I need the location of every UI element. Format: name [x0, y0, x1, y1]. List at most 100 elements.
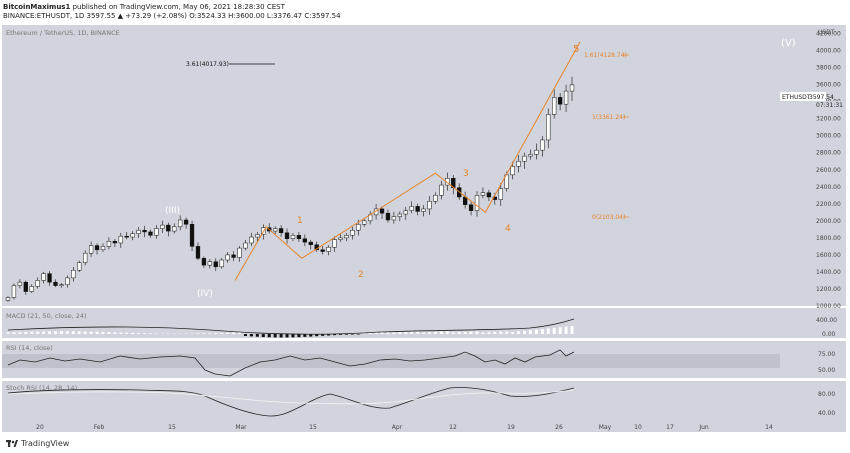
publish-header: BitcoinMaximus1 published on TradingView…	[3, 3, 285, 11]
wave-label-V: (V)	[781, 38, 796, 49]
macd-bar	[410, 331, 414, 334]
candle-body	[130, 233, 135, 238]
candle-body	[255, 234, 260, 238]
candle-body	[433, 195, 438, 202]
macd-bar	[404, 331, 408, 334]
macd-bar	[232, 332, 236, 334]
tradingview-brand[interactable]: TradingView	[6, 439, 69, 448]
candle-body	[100, 246, 106, 251]
macd-bar	[261, 334, 265, 338]
macd-bar	[487, 332, 491, 334]
macd-bar	[30, 331, 34, 334]
fib-level-0: 0(2103.04)	[592, 214, 625, 221]
candle-body	[498, 188, 503, 200]
macd-bar	[208, 333, 212, 334]
price-tick-label: 1200.00	[816, 286, 841, 293]
tradingview-logo-icon	[6, 439, 18, 448]
macd-bar	[137, 333, 141, 334]
time-tick-label: 19	[507, 424, 515, 431]
candle-body	[403, 210, 408, 215]
symbol-ohlc-header: BINANCE:ETHUSDT, 1D 3597.55 ▲ +73.29 (+2…	[3, 12, 341, 20]
candle-body	[23, 281, 28, 292]
macd-bar	[451, 332, 455, 334]
candlestick-series	[5, 76, 575, 302]
macd-bar	[368, 332, 372, 334]
candle-body	[415, 206, 420, 212]
macd-bar	[220, 332, 224, 334]
macd-bar	[243, 334, 247, 336]
macd-bar	[416, 331, 420, 334]
macd-bar	[457, 332, 461, 334]
candle-body	[249, 236, 254, 244]
candle-body	[124, 235, 129, 238]
candle-body	[326, 246, 331, 252]
macd-bar	[499, 331, 503, 334]
candle-body	[88, 245, 94, 254]
candle-body	[29, 286, 34, 292]
candle-body	[350, 229, 355, 236]
price-tick-label: 2200.00	[816, 201, 841, 208]
macd-bar	[303, 334, 307, 337]
time-tick-label: 10	[634, 424, 642, 431]
macd-bar	[505, 331, 509, 334]
macd-bar	[42, 331, 46, 334]
candle-body	[53, 281, 58, 286]
time-tick-label: Mar	[235, 424, 247, 431]
author-name[interactable]: BitcoinMaximus1	[3, 3, 71, 11]
macd-bar	[53, 331, 57, 334]
macd-bar	[422, 332, 426, 334]
candle-body	[273, 228, 278, 232]
macd-bar	[279, 334, 283, 338]
stoch-d-line	[7, 389, 575, 405]
time-tick-label: 12	[449, 424, 457, 431]
macd-bar	[71, 331, 75, 334]
macd-bar	[321, 334, 325, 336]
stoch-pane-bg	[2, 381, 780, 421]
macd-pane-title: MACD (21, 50, close, 24)	[6, 312, 87, 320]
macd-bar	[297, 334, 301, 338]
macd-bar	[148, 333, 152, 334]
tradingview-brand-label: TradingView	[21, 439, 70, 448]
macd-bar	[570, 326, 574, 334]
macd-bar	[469, 331, 473, 334]
main-pane-title: Ethereum / TetherUS, 1D, BINANCE	[6, 29, 120, 37]
stoch-axis-bg	[780, 381, 846, 421]
macd-bar	[291, 334, 295, 338]
macd-bar	[65, 331, 69, 334]
candle-body	[344, 235, 349, 239]
price-tick-label: 2800.00	[816, 150, 841, 157]
time-axis-corner	[780, 421, 846, 432]
rsi-tick-50: 50.00	[818, 367, 835, 374]
macd-axis-bg	[780, 308, 846, 338]
time-tick-label: 17	[666, 424, 674, 431]
macd-bar	[89, 331, 93, 334]
price-label-value: 3597.54	[809, 94, 834, 101]
wave-label-1: 1	[297, 216, 303, 226]
candle-body	[213, 261, 218, 268]
macd-bar	[6, 332, 10, 334]
macd-bar	[77, 331, 81, 334]
countdown-label: 07:31:31	[816, 102, 843, 109]
candle-body	[219, 259, 224, 268]
wave-label-IV: (IV)	[197, 289, 213, 299]
time-tick-label: 20	[36, 424, 44, 431]
price-axis-bg	[780, 25, 846, 306]
macd-bar	[214, 333, 218, 334]
macd-bar	[131, 332, 135, 334]
macd-bar	[463, 331, 467, 334]
candle-body	[237, 247, 242, 258]
macd-bar	[238, 332, 242, 334]
candle-body	[65, 277, 70, 285]
candle-body	[338, 237, 343, 240]
wave-label-5: 5	[573, 44, 579, 55]
macd-bar	[344, 334, 348, 335]
macd-bar	[125, 332, 129, 334]
macd-bar	[59, 331, 63, 334]
price-tick-label: 1400.00	[816, 269, 841, 276]
countdown-box	[812, 101, 844, 109]
price-tick-label: 2400.00	[816, 184, 841, 191]
candle-body	[385, 212, 391, 221]
candle-body	[421, 208, 426, 212]
time-tick-label: Jun	[698, 424, 709, 431]
